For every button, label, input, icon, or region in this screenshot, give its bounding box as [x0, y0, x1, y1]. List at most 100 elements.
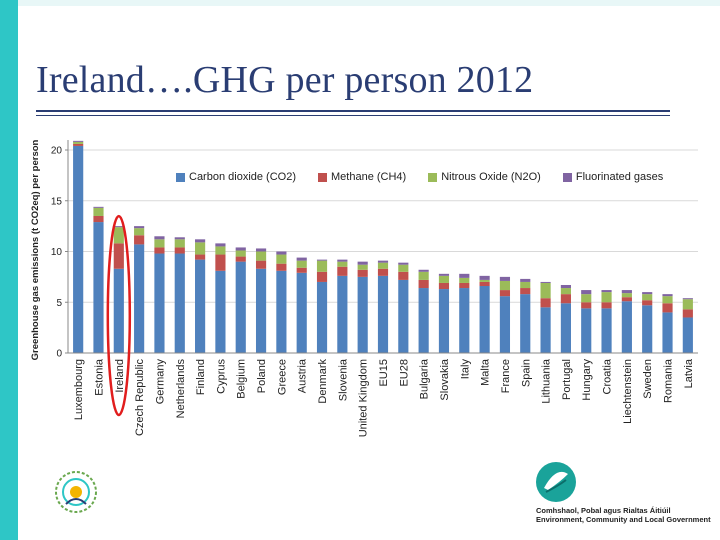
bar-segment-fgas — [560, 284, 571, 289]
bar-segment-fgas — [540, 281, 551, 283]
x-tick-label: Italy — [459, 359, 471, 380]
bar-segment-fgas — [499, 276, 511, 281]
bar-segment-co2 — [134, 244, 145, 353]
bar-segment-ch4 — [174, 247, 185, 254]
left-accent-bar — [0, 0, 18, 540]
bar-segment-co2 — [113, 268, 124, 353]
x-tick-label: Luxembourg — [73, 359, 85, 420]
chart-bars — [73, 140, 693, 353]
x-tick-label: Cyprus — [215, 359, 227, 394]
legend-item-ch4: Methane (CH4) — [318, 171, 406, 183]
x-tick-label: Croatia — [602, 358, 614, 394]
bar-segment-ch4 — [377, 268, 389, 276]
bar-segment-co2 — [377, 275, 389, 353]
bar-segment-n2o — [560, 288, 571, 295]
bar-segment-fgas — [601, 290, 612, 293]
x-tick-label: France — [500, 359, 512, 393]
bar-segment-n2o — [154, 239, 165, 248]
bar-segment-ch4 — [113, 243, 124, 269]
bar-segment-fgas — [438, 273, 450, 276]
bar-segment-co2 — [276, 270, 287, 353]
bar-segment-co2 — [499, 296, 511, 353]
bar-segment-ch4 — [357, 269, 368, 277]
bar-segment-co2 — [682, 317, 693, 353]
bar-segment-co2 — [479, 286, 490, 353]
x-tick-label: Latvia — [683, 358, 695, 388]
bar-segment-fgas — [134, 226, 145, 229]
bar-segment-ch4 — [581, 302, 592, 309]
bar-segment-co2 — [255, 268, 267, 353]
bar-segment-co2 — [540, 307, 551, 353]
bar-segment-ch4 — [499, 290, 511, 297]
x-tick-label: United Kingdom — [358, 359, 370, 437]
x-tick-label: Bulgaria — [419, 358, 431, 399]
bar-segment-n2o — [377, 262, 389, 269]
x-tick-label: Slovenia — [337, 358, 349, 401]
bar-segment-ch4 — [621, 297, 632, 302]
title-underline — [36, 110, 670, 112]
x-tick-label: Portugal — [561, 359, 573, 400]
y-tick-label: 0 — [56, 349, 62, 360]
bar-segment-n2o — [642, 294, 653, 301]
bar-segment-co2 — [438, 289, 450, 353]
x-tick-label: Belgium — [236, 359, 248, 399]
bar-segment-n2o — [316, 260, 328, 272]
x-tick-label: EU28 — [398, 359, 410, 387]
bar-segment-fgas — [479, 275, 490, 280]
bar-segment-co2 — [581, 308, 592, 353]
bar-segment-n2o — [357, 264, 368, 270]
bar-segment-n2o — [235, 250, 246, 257]
bar-segment-fgas — [418, 269, 429, 272]
top-accent-band — [18, 0, 720, 6]
bar-segment-ch4 — [520, 288, 531, 295]
chart-axes: 0 5 10 15 20 Luxembourg Estonia Ireland Czech Re… — [51, 140, 698, 437]
bar-segment-co2 — [662, 312, 673, 353]
x-tick-label: Spain — [520, 359, 532, 387]
x-tick-label: Germany — [154, 359, 166, 405]
x-tick-label: Malta — [480, 358, 492, 386]
bar-segment-fgas — [581, 290, 592, 295]
bar-segment-n2o — [174, 239, 185, 248]
bar-segment-fgas — [195, 239, 206, 243]
bar-segment-co2 — [459, 288, 470, 353]
legend-item-fgas: Fluorinated gases — [562, 171, 664, 183]
bar-segment-ch4 — [459, 282, 470, 289]
bar-segment-n2o — [255, 251, 267, 261]
bar-segment-co2 — [642, 305, 653, 353]
bar-segment-n2o — [438, 275, 450, 283]
bar-segment-ch4 — [540, 298, 551, 308]
bar-segment-co2 — [316, 281, 328, 353]
bar-segment-fgas — [662, 294, 673, 297]
x-tick-label: EU15 — [378, 359, 390, 387]
bar-segment-n2o — [73, 141, 84, 144]
x-tick-label: Estonia — [93, 358, 105, 396]
bar-segment-co2 — [73, 145, 84, 353]
bar-segment-fgas — [316, 259, 328, 261]
x-tick-label: Denmark — [317, 359, 329, 404]
bar-segment-n2o — [479, 279, 490, 282]
bar-segment-ch4 — [73, 143, 84, 146]
bar-segment-ch4 — [642, 300, 653, 306]
legend-item-n2o: Nitrous Oxide (N2O) — [428, 171, 541, 183]
bar-segment-ch4 — [154, 247, 165, 254]
x-tick-label: Poland — [256, 359, 268, 393]
legend-label-fgas: Fluorinated gases — [575, 171, 664, 183]
bar-segment-fgas — [377, 260, 389, 263]
bar-segment-n2o — [621, 293, 632, 298]
bar-segment-fgas — [621, 290, 632, 294]
lasnig-logo-icon — [55, 471, 97, 513]
bar-segment-fgas — [174, 237, 185, 240]
bar-segment-ch4 — [296, 267, 307, 273]
bar-segment-ch4 — [134, 235, 145, 245]
bar-segment-fgas — [276, 251, 287, 255]
bar-segment-n2o — [113, 227, 124, 244]
bar-segment-n2o — [682, 299, 693, 310]
legend-swatch-ch4 — [318, 172, 327, 182]
bar-segment-co2 — [398, 279, 409, 353]
bar-segment-ch4 — [479, 281, 490, 287]
bar-segment-fgas — [682, 298, 693, 300]
bar-segment-ch4 — [215, 254, 226, 271]
x-tick-label: Slovakia — [439, 358, 451, 400]
chart-legend: Carbon dioxide (CO2) Methane (CH4) Nitro… — [176, 171, 663, 183]
